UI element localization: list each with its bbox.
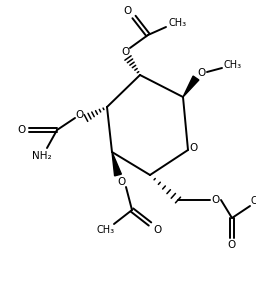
Polygon shape <box>112 152 121 176</box>
Text: O: O <box>228 240 236 250</box>
Text: O: O <box>212 195 220 205</box>
Text: O: O <box>18 125 26 135</box>
Text: NH₂: NH₂ <box>32 151 52 161</box>
Text: O: O <box>121 47 129 57</box>
Text: O: O <box>124 6 132 16</box>
Text: CH₃: CH₃ <box>169 18 187 28</box>
Text: CH₃: CH₃ <box>97 225 115 235</box>
Text: O: O <box>118 177 126 187</box>
Text: CH₃: CH₃ <box>224 60 242 70</box>
Text: O: O <box>76 110 84 120</box>
Text: O: O <box>190 143 198 153</box>
Polygon shape <box>183 76 199 97</box>
Text: O: O <box>198 68 206 78</box>
Text: CH₃: CH₃ <box>251 196 256 206</box>
Text: O: O <box>154 225 162 235</box>
